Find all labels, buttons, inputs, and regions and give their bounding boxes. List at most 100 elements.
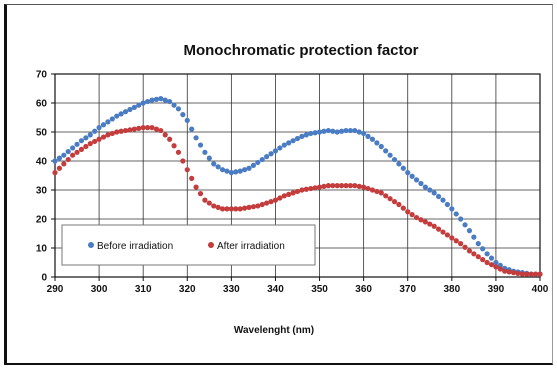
data-point [131, 126, 137, 132]
data-point [497, 262, 503, 268]
data-point [211, 161, 217, 167]
data-point [488, 262, 495, 268]
data-point [87, 141, 93, 147]
data-point [193, 184, 199, 190]
chart-title: Monochromatic protection factor [183, 42, 418, 59]
data-point [422, 184, 428, 190]
data-point [219, 167, 226, 173]
y-tick-label: 10 [36, 244, 48, 255]
data-point [493, 259, 499, 266]
data-point [303, 132, 309, 138]
data-point [162, 97, 168, 103]
data-point [246, 165, 252, 171]
data-point [427, 221, 433, 227]
data-point [92, 138, 98, 145]
data-point [532, 271, 539, 277]
data-point [259, 201, 265, 208]
data-point [444, 201, 451, 208]
y-tick-label: 40 [36, 157, 48, 168]
data-point [453, 238, 459, 244]
data-point [96, 125, 102, 131]
legend-label-after: After irradiation [217, 241, 285, 252]
data-point [241, 205, 248, 211]
data-point [255, 159, 261, 166]
data-point [237, 168, 243, 174]
data-point [149, 125, 155, 131]
data-point [449, 235, 455, 241]
data-point [206, 155, 212, 161]
data-point [246, 204, 252, 210]
x-tick-label: 400 [532, 284, 549, 295]
plot-area-border [54, 73, 541, 278]
data-point [78, 138, 85, 144]
data-point [308, 130, 314, 137]
data-point [493, 264, 499, 270]
data-point [100, 134, 107, 140]
data-point [268, 151, 274, 157]
data-point [83, 143, 89, 150]
data-point [515, 270, 521, 276]
data-point [440, 229, 446, 235]
data-point [277, 145, 283, 151]
data-point [122, 127, 129, 134]
data-point [374, 140, 380, 146]
data-point [369, 187, 376, 193]
data-point [400, 205, 406, 211]
data-point [391, 199, 398, 205]
data-point [510, 270, 517, 276]
data-point [272, 148, 279, 154]
data-point [264, 200, 270, 206]
data-point [105, 132, 111, 138]
y-tick-label: 0 [41, 273, 47, 284]
data-point [74, 141, 80, 147]
data-point [153, 126, 160, 132]
data-point [383, 193, 389, 199]
data-point [158, 96, 164, 102]
data-point [361, 130, 367, 137]
data-point [356, 129, 362, 135]
data-point [365, 185, 371, 192]
data-point [471, 234, 477, 240]
data-point [224, 206, 230, 212]
data-point [418, 217, 424, 223]
data-point [277, 195, 283, 201]
data-point [413, 177, 420, 183]
y-tick-label: 20 [36, 215, 48, 226]
data-point [488, 255, 495, 261]
data-point [343, 127, 349, 134]
data-point [272, 197, 279, 203]
chart-frame [4, 4, 553, 365]
data-point [127, 127, 133, 133]
data-point [259, 156, 265, 163]
data-series [52, 96, 543, 277]
data-point [171, 102, 177, 108]
y-tick-label: 50 [36, 128, 48, 139]
x-tick-label: 300 [91, 284, 108, 295]
data-point [325, 127, 331, 134]
data-point [458, 216, 464, 222]
x-tick-label: 340 [267, 284, 284, 295]
data-point [136, 125, 142, 131]
x-tick-labels: 290 300 310 320 330 340 350 360 370 380 390 400 [47, 277, 549, 295]
data-point [78, 146, 85, 152]
data-point [189, 126, 195, 132]
data-point [171, 143, 177, 149]
data-point [435, 226, 442, 232]
legend-label-before: Before irradiation [97, 241, 173, 252]
data-point [338, 128, 345, 134]
data-point [140, 125, 146, 131]
data-point [462, 222, 468, 228]
data-point [453, 211, 459, 217]
data-point [383, 148, 389, 154]
data-point [96, 136, 102, 142]
x-axis-label: Wavelenght (nm) [234, 325, 314, 336]
legend-marker-after [208, 242, 214, 248]
data-point [290, 190, 296, 196]
data-point [202, 149, 208, 155]
data-point [400, 165, 406, 171]
x-tick-label: 350 [311, 284, 328, 295]
data-point [193, 135, 199, 141]
data-point [114, 113, 120, 119]
data-point [184, 117, 190, 123]
